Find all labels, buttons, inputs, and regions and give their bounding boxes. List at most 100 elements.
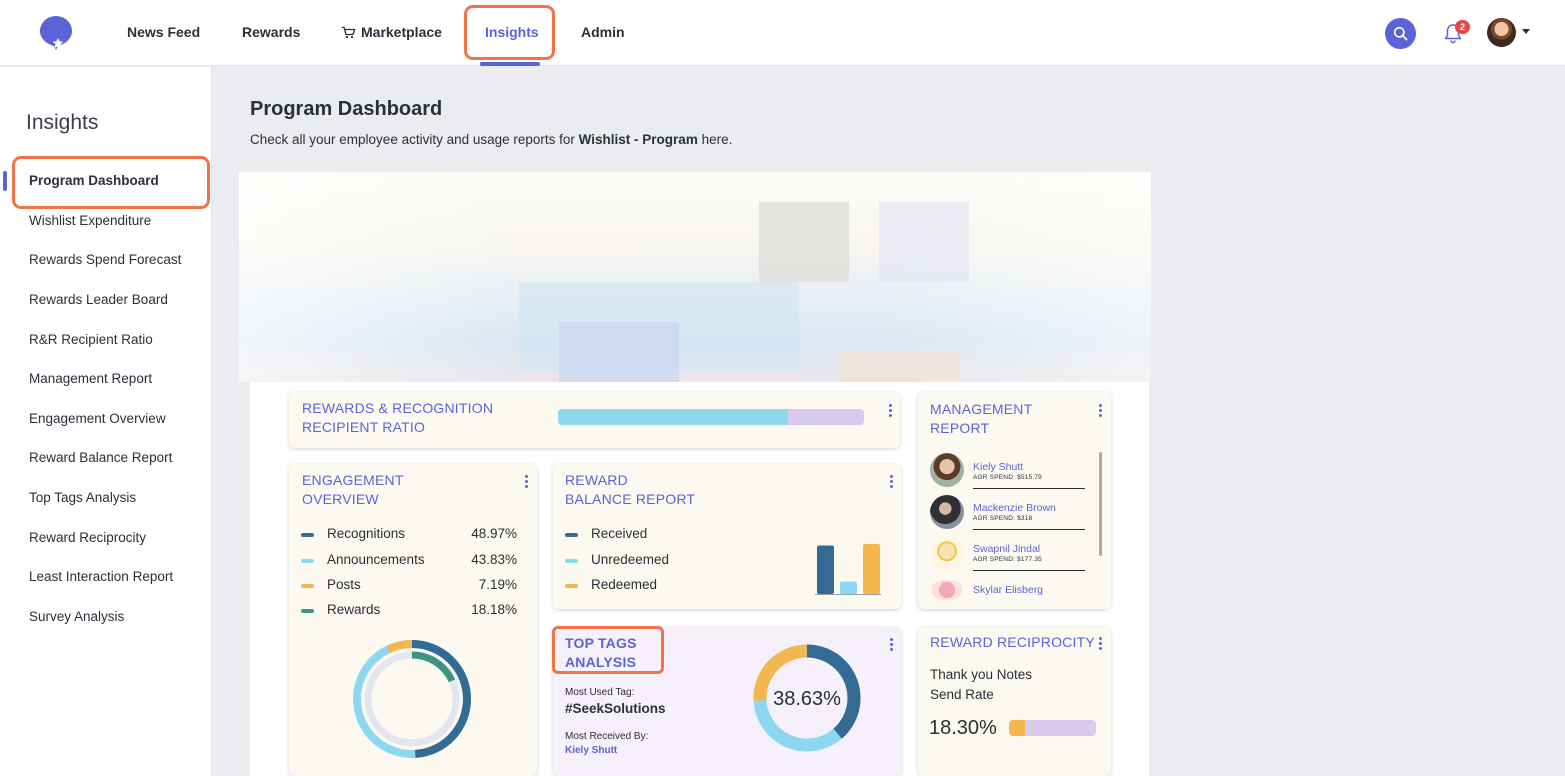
- legend-label: Redeemed: [591, 577, 658, 592]
- legend-value: 7.19%: [478, 577, 517, 592]
- avatar: [930, 453, 964, 487]
- rr-recipient-ratio-card[interactable]: REWARDS & RECOGNITION RECIPIENT RATIO: [289, 392, 900, 448]
- manager-name[interactable]: Skylar Elisberg: [973, 584, 1044, 596]
- sidebar-item-least-interaction-report[interactable]: Least Interaction Report: [29, 569, 174, 584]
- rr-ratio-bar-fill: [558, 409, 788, 425]
- reciprocity-label-line2: Send Rate: [930, 687, 994, 702]
- reciprocity-bar: [1009, 720, 1096, 736]
- sidebar-item-top-tags-analysis[interactable]: Top Tags Analysis: [29, 490, 137, 505]
- most-used-tag: #SeekSolutions: [565, 701, 666, 716]
- active-tab-indicator: [480, 62, 540, 66]
- manager-name[interactable]: Swapnil Jindal: [973, 543, 1041, 555]
- legend-label: Recognitions: [327, 526, 406, 541]
- nav-news-feed[interactable]: News Feed: [127, 24, 201, 40]
- nav-insights[interactable]: Insights: [485, 24, 539, 40]
- most-used-label: Most Used Tag:: [565, 687, 635, 698]
- nav-admin[interactable]: Admin: [581, 24, 625, 40]
- top-tags-highlight-box: [552, 626, 664, 674]
- reciprocity-label-line1: Thank you Notes: [930, 667, 1033, 682]
- sidebar-item-engagement-overview[interactable]: Engagement Overview: [29, 411, 166, 426]
- legend-value: 48.97%: [471, 526, 517, 541]
- reward-balance-bar-chart: [815, 544, 881, 595]
- nav-rewards[interactable]: Rewards: [242, 24, 301, 40]
- manager-spend: AGR SPEND: $515.79: [973, 474, 1042, 481]
- legend-swatch: [301, 559, 314, 563]
- sidebar-item-reward-balance-report[interactable]: Reward Balance Report: [29, 450, 173, 465]
- search-button[interactable]: [1385, 18, 1416, 49]
- divider: [973, 488, 1085, 489]
- search-icon: [1393, 26, 1408, 41]
- sidebar-item-reward-reciprocity[interactable]: Reward Reciprocity: [29, 530, 147, 545]
- avatar: [932, 580, 962, 600]
- blurred-banner-image: [239, 172, 1151, 382]
- rr-ratio-bar: [558, 409, 864, 425]
- reward-balance-card[interactable]: REWARD BALANCE REPORT Received Unredeemed…: [553, 464, 901, 609]
- user-avatar[interactable]: [1487, 18, 1516, 47]
- manager-spend: AGR SPEND: $318: [973, 515, 1033, 522]
- sidebar-item-rr-recipient-ratio[interactable]: R&R Recipient Ratio: [29, 332, 153, 347]
- most-received-label: Most Received By:: [565, 731, 649, 742]
- legend-swatch: [301, 533, 314, 537]
- most-received-name[interactable]: Kiely Shutt: [565, 745, 618, 756]
- engagement-donut-chart: [353, 640, 471, 758]
- received-bar: [817, 545, 834, 594]
- legend-label: Rewards: [327, 602, 381, 617]
- notification-badge: 2: [1455, 20, 1470, 34]
- page-subtitle: Check all your employee activity and usa…: [250, 132, 733, 147]
- nav-marketplace-label: Marketplace: [361, 24, 442, 40]
- sidebar-item-rewards-leader-board[interactable]: Rewards Leader Board: [29, 292, 168, 307]
- redeemed-bar: [863, 544, 880, 594]
- divider: [973, 570, 1085, 571]
- legend-swatch: [301, 609, 314, 613]
- sidebar-item-wishlist-expenditure[interactable]: Wishlist Expenditure: [29, 213, 152, 228]
- legend-label: Announcements: [327, 552, 425, 567]
- program-dashboard-highlight-box: [12, 156, 210, 209]
- reward-reciprocity-title: REWARD RECIPROCITY: [930, 634, 1095, 650]
- legend-swatch: [565, 533, 578, 537]
- scrollbar[interactable]: [1099, 452, 1102, 556]
- top-tags-menu-icon[interactable]: [890, 638, 893, 651]
- insights-highlight-box: [464, 5, 555, 60]
- management-report-card[interactable]: MANAGEMENT REPORT Kiely Shutt AGR SPEND: …: [918, 392, 1111, 609]
- engagement-overview-title: ENGAGEMENT OVERVIEW: [302, 472, 404, 507]
- reward-reciprocity-card[interactable]: REWARD RECIPROCITY Thank you Notes Send …: [918, 627, 1111, 776]
- rr-ratio-title: REWARDS & RECOGNITION RECIPIENT RATIO: [302, 400, 494, 435]
- reciprocity-value: 18.30%: [929, 717, 997, 739]
- reciprocity-menu-icon[interactable]: [1099, 637, 1102, 650]
- legend-swatch: [301, 584, 314, 588]
- sidebar-item-program-dashboard[interactable]: Program Dashboard: [29, 173, 159, 188]
- reward-balance-title: REWARD BALANCE REPORT: [565, 472, 696, 507]
- sidebar-item-rewards-spend-forecast[interactable]: Rewards Spend Forecast: [29, 252, 182, 267]
- page-title: Program Dashboard: [250, 98, 443, 120]
- top-tags-donut-chart: 38.63%: [753, 644, 861, 752]
- sidebar-active-indicator: [3, 171, 7, 191]
- posts-arc: [353, 640, 471, 758]
- rr-ratio-menu-icon[interactable]: [889, 404, 892, 417]
- top-tags-card[interactable]: TOP TAGS ANALYSIS Most Used Tag: #SeekSol…: [553, 627, 901, 776]
- donut-center-value: 38.63%: [773, 688, 841, 710]
- nav-marketplace[interactable]: Marketplace: [341, 24, 442, 40]
- legend-swatch: [565, 559, 578, 563]
- management-menu-icon[interactable]: [1099, 404, 1102, 417]
- top-tags-title: TOP TAGS ANALYSIS: [565, 635, 637, 670]
- manager-name[interactable]: Kiely Shutt: [973, 461, 1024, 473]
- engagement-overview-card[interactable]: ENGAGEMENT OVERVIEW Recognitions 48.97% A…: [289, 464, 537, 776]
- legend-value: 18.18%: [471, 602, 517, 617]
- sidebar: Insights Program Dashboard Wishlist Expe…: [0, 67, 212, 776]
- sidebar-title: Insights: [26, 111, 99, 134]
- engagement-menu-icon[interactable]: [525, 475, 528, 488]
- legend-label: Unredeemed: [591, 552, 670, 567]
- legend-label: Received: [591, 526, 648, 541]
- manager-name[interactable]: Mackenzie Brown: [973, 502, 1056, 514]
- divider: [973, 529, 1085, 530]
- legend-value: 43.83%: [471, 552, 517, 567]
- chevron-down-icon[interactable]: [1522, 29, 1530, 34]
- cart-icon: [342, 26, 356, 38]
- sidebar-item-survey-analysis[interactable]: Survey Analysis: [29, 609, 125, 624]
- program-name: Wishlist - Program: [578, 132, 698, 147]
- reward-balance-menu-icon[interactable]: [890, 475, 893, 488]
- app-logo-icon[interactable]: [38, 14, 74, 52]
- other-tag-arc: [753, 644, 861, 752]
- sidebar-item-management-report[interactable]: Management Report: [29, 371, 153, 386]
- management-report-title: MANAGEMENT REPORT: [930, 401, 1033, 436]
